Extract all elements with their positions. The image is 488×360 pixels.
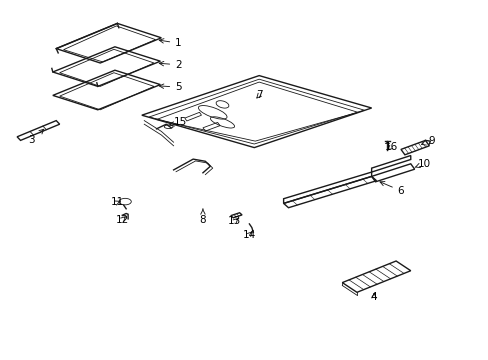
Text: 13: 13 [227, 216, 241, 226]
Text: 8: 8 [199, 209, 206, 225]
Text: 12: 12 [115, 215, 129, 225]
Text: 2: 2 [159, 60, 182, 70]
Text: 16: 16 [384, 142, 397, 152]
Text: 15: 15 [169, 117, 186, 127]
Text: 14: 14 [242, 230, 256, 240]
Text: 3: 3 [28, 129, 43, 145]
Text: 10: 10 [414, 159, 430, 169]
Text: 9: 9 [421, 136, 434, 146]
Text: 7: 7 [255, 90, 262, 100]
Text: 5: 5 [159, 82, 182, 92]
Text: 6: 6 [379, 181, 404, 196]
Text: 1: 1 [159, 38, 182, 48]
Text: 4: 4 [370, 292, 377, 302]
Text: 11: 11 [110, 197, 124, 207]
